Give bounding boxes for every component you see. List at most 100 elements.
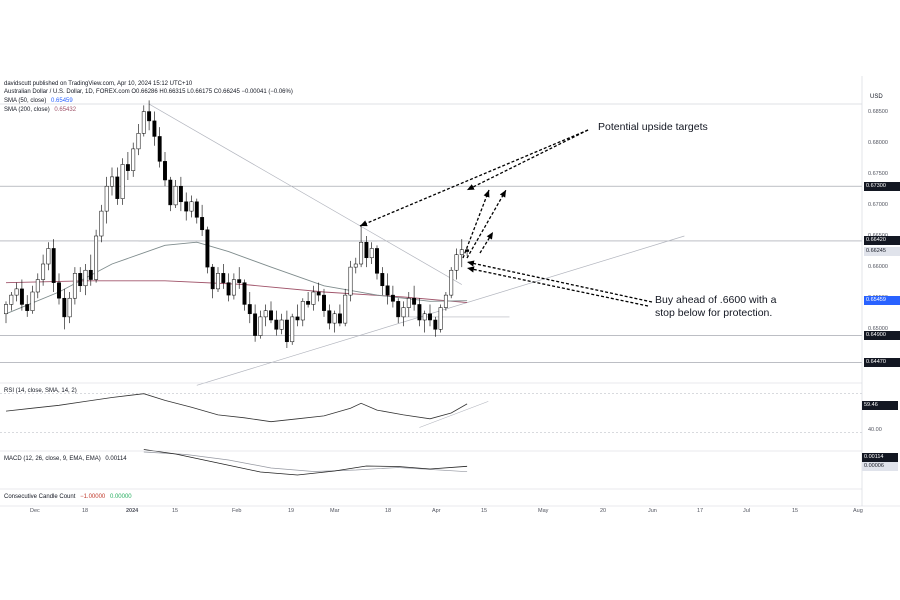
candle-body (30, 291, 35, 311)
candle-body (19, 288, 24, 305)
candle-body (369, 248, 374, 259)
grid (0, 103, 862, 363)
candle-body (136, 133, 141, 150)
arrow-to-stop (466, 266, 649, 307)
candle-body (454, 254, 459, 271)
sma50-label: SMA (50, close) (4, 98, 47, 104)
candle-body (269, 310, 273, 321)
candle-body (449, 269, 454, 296)
arrow-to-target-1 (466, 129, 589, 191)
currency-label: USD (870, 94, 883, 100)
candle-body (25, 304, 30, 311)
macd-signal-line (143, 451, 468, 473)
rsi-trendline (419, 401, 489, 428)
candle-body (242, 282, 247, 305)
candle-body (200, 217, 205, 231)
trend-lines (138, 103, 685, 386)
rsi-line (5, 393, 468, 423)
candle-body (163, 161, 167, 181)
price-tick-label: 0.68500 (868, 108, 888, 115)
candle-body (147, 111, 152, 122)
candle-body (226, 282, 231, 296)
macd-label: MACD (12, 26, close, 9, EMA, EMA) (4, 456, 101, 462)
candle-body (274, 319, 279, 330)
candle-body (62, 297, 67, 318)
sma200-label: SMA (200, close) (4, 107, 50, 113)
candle-body (9, 294, 14, 305)
candle-body (359, 241, 364, 265)
candle-body (295, 316, 300, 321)
price-tick-label: 0.66000 (868, 264, 888, 271)
candle-body (14, 288, 19, 296)
candle-body (343, 294, 348, 324)
candle-body (88, 269, 93, 280)
candle-body (83, 269, 88, 287)
annotation-targets: Potential upside targets (598, 121, 708, 133)
macd-line (143, 449, 468, 476)
ccc-value-2: 0.00000 (109, 494, 132, 500)
candle-body (253, 313, 258, 336)
descending-trendline (148, 103, 462, 285)
candle-body (406, 297, 411, 308)
price-tick-label: 0.67000 (868, 201, 888, 208)
ccc-value-1: −1.00000 (80, 494, 106, 500)
candle-body (157, 136, 162, 162)
time-tick-label: Dec (30, 508, 40, 514)
candle-body (46, 248, 51, 265)
candle-body (178, 185, 183, 203)
arrow-to-target-4 (479, 231, 494, 254)
candle-body (327, 310, 332, 324)
candle-body (375, 248, 379, 274)
candle-body (364, 241, 369, 259)
price-tag: 0.64470 (864, 357, 900, 367)
candle-body (401, 307, 406, 318)
candle-body (306, 301, 311, 305)
candle-body (390, 294, 395, 302)
price-tag: 0.66245 (864, 247, 900, 257)
time-tick-label: 15 (481, 508, 488, 514)
price-axis: 0.68500 0.68000 0.67500 0.67000 0.66500 0.660… (862, 98, 900, 478)
annotation-buy-line2: stop below for protection. (655, 307, 773, 319)
candles (4, 100, 470, 348)
candle-body (322, 294, 326, 311)
candle-body (125, 164, 130, 171)
arrow-to-entry (466, 260, 653, 303)
candle-body (300, 301, 305, 321)
candle-body (4, 304, 8, 315)
candle-body (205, 229, 210, 268)
candle-body (385, 285, 390, 296)
candle-body (443, 294, 448, 308)
candle-body (104, 185, 109, 212)
candle-body (120, 164, 125, 199)
time-tick-label: May (538, 508, 549, 514)
price-tick-label: 0.65000 (868, 326, 888, 333)
rsi-value-tag: 59.46 (862, 401, 898, 410)
candle-body (316, 291, 321, 296)
ccc-legend: Consecutive Candle Count −1.00000 0.0000… (4, 493, 132, 501)
rsi-label: RSI (14, close, SMA, 14, 2) (4, 388, 77, 394)
candle-body (380, 273, 385, 287)
ccc-label: Consecutive Candle Count (4, 494, 76, 500)
candle-body (438, 307, 443, 330)
annotation-buy-line1: Buy ahead of .6600 with a (655, 294, 777, 306)
candle-body (459, 249, 464, 255)
candle-body (284, 319, 289, 343)
axes (0, 76, 900, 507)
candle-body (263, 310, 268, 318)
candle-body (353, 263, 358, 268)
time-tick-label: Feb (232, 508, 242, 514)
candle-body (332, 313, 337, 324)
candle-body (396, 301, 401, 318)
price-tag: 0.65459 (864, 296, 900, 306)
symbol-title: Australian Dollar / U.S. Dollar, 1D, FOR… (4, 89, 293, 95)
candle-body (311, 291, 316, 305)
time-tick-label: Jul (743, 508, 751, 514)
candle-body (348, 266, 353, 296)
candle-body (78, 273, 83, 287)
candle-body (231, 279, 236, 296)
candle-body (210, 266, 215, 290)
rsi-tick-label: 40.00 (868, 427, 882, 433)
price-tick-label: 0.66500 (868, 233, 888, 239)
arrow-to-target-3 (466, 189, 507, 259)
candle-body (247, 304, 252, 315)
